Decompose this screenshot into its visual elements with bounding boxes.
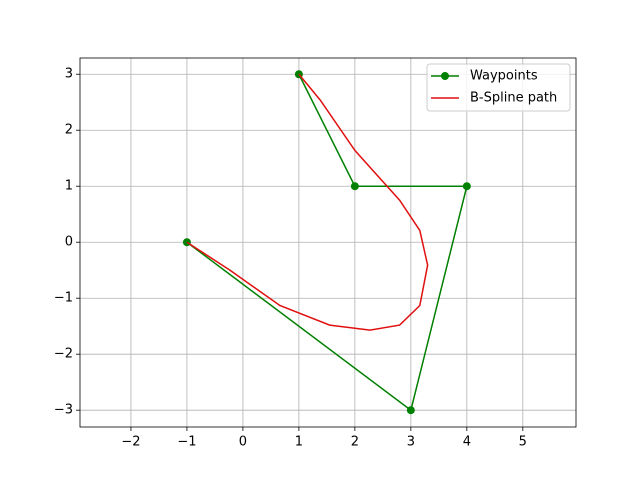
axes-frame [79, 57, 577, 428]
x-tick-label: 2 [351, 435, 359, 450]
x-tick-label: −2 [121, 435, 140, 450]
legend-label: Waypoints [470, 69, 538, 84]
x-tick-label: 1 [295, 435, 303, 450]
x-tick-label: 4 [463, 435, 471, 450]
series-line [186, 73, 429, 331]
x-tick-label: 3 [407, 435, 415, 450]
x-tick-label: 5 [519, 435, 527, 450]
y-tick-label: −2 [54, 347, 73, 362]
y-tick-label: −1 [54, 291, 73, 306]
legend-label: B-Spline path [470, 91, 557, 106]
marker [406, 406, 415, 415]
y-tick-label: 2 [65, 123, 73, 138]
marker [350, 182, 359, 191]
x-tick-label: 0 [239, 435, 247, 450]
y-tick-label: 0 [65, 235, 73, 250]
y-tick-label: −3 [54, 403, 73, 418]
legend-marker [441, 72, 449, 80]
y-tick-label: 3 [65, 67, 73, 82]
y-tick-label: 1 [65, 179, 73, 194]
legend-box [426, 63, 571, 112]
x-tick-label: −1 [177, 435, 196, 450]
marker [462, 182, 471, 191]
